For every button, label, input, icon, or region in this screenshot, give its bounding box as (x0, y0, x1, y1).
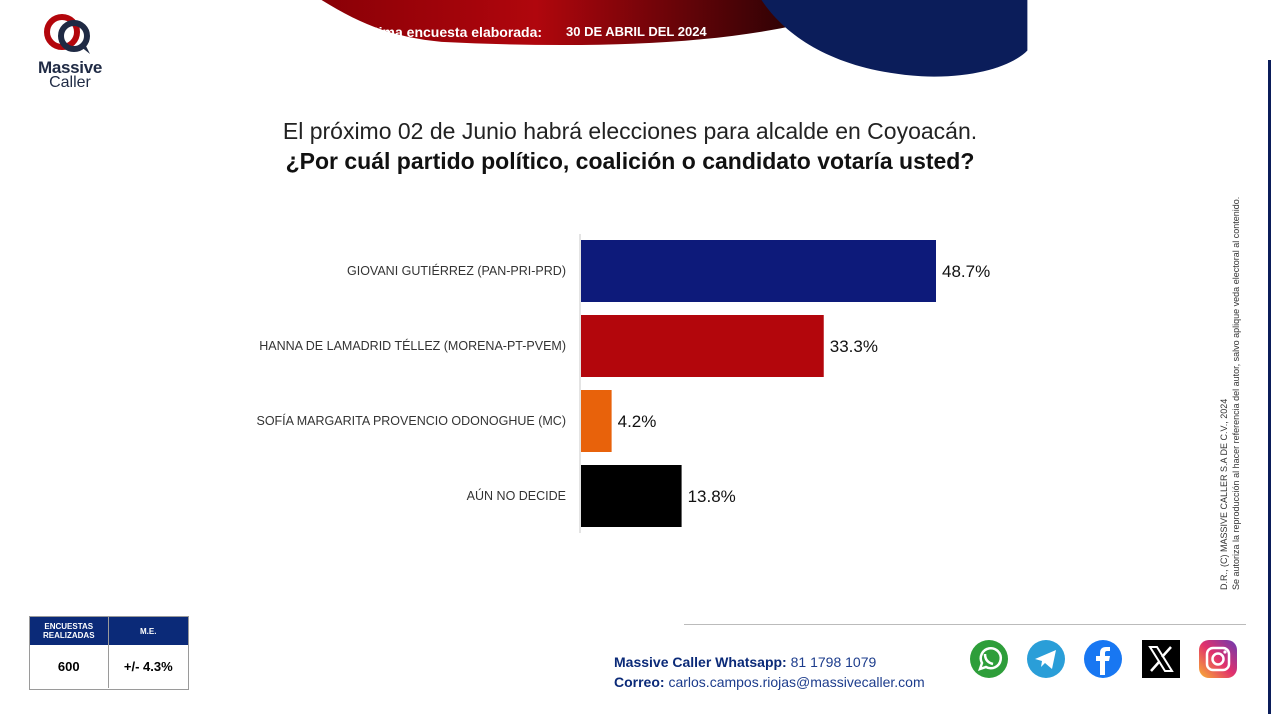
survey-date-label: Última encuesta elaborada: (360, 24, 543, 40)
survey-date: 30 DE ABRIL DEL 2024 (566, 24, 707, 39)
whatsapp-icon[interactable] (968, 638, 1010, 680)
bar-1 (581, 315, 824, 377)
whatsapp-number[interactable]: 81 1798 1079 (790, 654, 877, 670)
stats-surveys-value: 600 (30, 645, 109, 688)
whatsapp-label: Massive Caller Whatsapp: (614, 654, 787, 670)
careo-badge: CAREO COYOACÁN (1000, 30, 1170, 78)
legal-line2: Se autoriza la reproducción al hacer ref… (1231, 196, 1241, 590)
header-background (321, 0, 1028, 77)
stats-table: ENCUESTAS REALIZADAS M.E. 600 +/- 4.3% (29, 616, 189, 690)
category-label-3: AÚN NO DECIDE (467, 488, 566, 503)
brand-logo: Massive Caller (28, 10, 112, 94)
email-label: Correo: (614, 674, 665, 690)
footer-divider (684, 624, 1246, 625)
stats-header-surveys: ENCUESTAS REALIZADAS (30, 617, 109, 645)
legal-notice: D.R., (C) MASSIVE CALLER S.A DE C.V., 20… (1218, 130, 1242, 590)
bar-chart: GIOVANI GUTIÉRREZ (PAN-PRI-PRD) 48.7% HANN… (256, 234, 990, 533)
telegram-icon[interactable] (1025, 638, 1067, 680)
careo-location: COYOACÁN (1035, 56, 1135, 75)
value-label-0: 48.7% (942, 262, 990, 281)
value-label-3: 13.8% (688, 487, 736, 506)
logo-icon (44, 14, 90, 54)
category-label-0: GIOVANI GUTIÉRREZ (PAN-PRI-PRD) (347, 263, 566, 278)
category-label-2: SOFÍA MARGARITA PROVENCIO ODONOGHUE (MC) (256, 413, 566, 428)
facebook-icon[interactable] (1082, 638, 1124, 680)
category-label-1: HANNA DE LAMADRID TÉLLEZ (MORENA-PT-PVEM… (259, 338, 566, 353)
email-address[interactable]: carlos.campos.riojas@massivecaller.com (668, 674, 925, 690)
brand-name-line1: Massive (37, 58, 103, 77)
contact-info: Massive Caller Whatsapp: 81 1798 1079 Co… (614, 652, 925, 692)
instagram-icon[interactable] (1197, 638, 1239, 680)
legal-line1: D.R., (C) MASSIVE CALLER S.A DE C.V., 20… (1219, 398, 1229, 590)
question-intro: El próximo 02 de Junio habrá elecciones … (282, 118, 978, 144)
question-main: ¿Por cuál partido político, coalición o … (285, 148, 975, 174)
value-label-2: 4.2% (618, 412, 657, 431)
bar-3 (581, 465, 682, 527)
stats-header-margin: M.E. (140, 626, 157, 636)
value-label-1: 33.3% (830, 337, 878, 356)
brand-name-line2: Caller (49, 74, 91, 91)
careo-title: CAREO (1054, 32, 1116, 51)
stats-margin-value: +/- 4.3% (123, 659, 173, 674)
side-border (1268, 60, 1271, 714)
bar-2 (581, 390, 612, 452)
bar-0 (581, 240, 936, 302)
x-icon[interactable] (1140, 638, 1182, 680)
